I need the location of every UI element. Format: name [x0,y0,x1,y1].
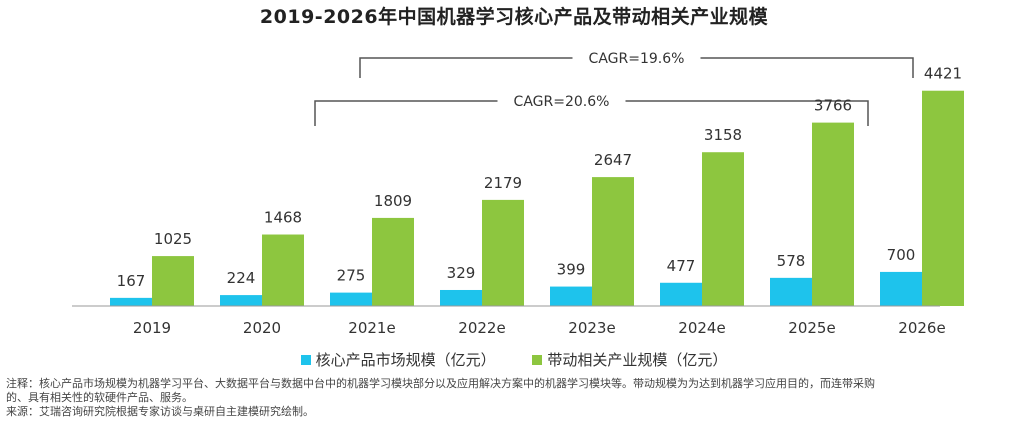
bar-series-group [110,90,964,306]
bar-core-2020 [220,295,262,306]
bar-core-2024e [660,282,702,306]
bar-core-2025e [770,277,812,306]
data-labels-group: 167 1025 224 1468 275 1809 329 2179 399 2647 477 31… [117,65,962,290]
bar-related-2020 [262,234,304,306]
cagr-label-0: CAGR=19.6% [589,51,685,67]
bar-related-2023e [592,177,634,306]
legend-label-related: 带动相关产业规模（亿元） [547,351,728,369]
x-tick-label-2020: 2020 [243,319,281,337]
legend-label-core: 核心产品市场规模（亿元） [315,351,496,369]
bar-related-2021e [372,217,414,306]
legend-swatch-core [300,354,311,365]
data-label-core-2020: 224 [227,269,256,287]
data-label-related-2020: 1468 [264,209,302,227]
data-label-core-2022e: 329 [447,264,476,282]
data-label-related-2024e: 3158 [704,126,742,144]
data-label-related-2025e: 3766 [814,97,852,115]
cagr-bracket-left-1 [314,100,498,126]
bar-core-2021e [330,292,372,306]
bar-related-2025e [812,122,854,306]
legend-swatch-related [532,354,543,365]
bar-related-2019 [152,256,194,306]
bar-core-2019 [110,297,152,306]
bar-core-2026e [880,271,922,306]
cagr-bracket-left-0 [359,57,573,78]
bar-chart: CAGR=19.6% CAGR=20.6% 167 1025 224 1468 275 18… [72,51,964,337]
data-label-core-2019: 167 [117,272,146,290]
x-tick-label-2023e: 2023e [568,319,615,337]
legend: 核心产品市场规模（亿元） 带动相关产业规模（亿元） [0,349,1028,370]
bar-core-2022e [440,289,482,306]
data-label-related-2019: 1025 [154,230,192,248]
data-label-related-2026e: 4421 [924,65,962,83]
data-label-related-2021e: 1809 [374,192,412,210]
bar-related-2026e [922,90,964,306]
cagr-annotations: CAGR=19.6% CAGR=20.6% [314,51,914,126]
bar-related-2024e [702,152,744,306]
cagr-bracket-right-0 [700,57,914,78]
bar-related-2022e [482,199,524,306]
x-tick-label-2021e: 2021e [348,319,395,337]
footnote: 注释：核心产品市场规模为机器学习平台、大数据平台与数据中台中的机器学习模块部分以… [6,377,1020,419]
note-line-1: 注释：核心产品市场规模为机器学习平台、大数据平台与数据中台中的机器学习模块部分以… [6,377,875,390]
legend-item-related: 带动相关产业规模（亿元） [532,349,727,370]
legend-item-core: 核心产品市场规模（亿元） [300,349,496,370]
note-line-2: 的、具有相关性的软硬件产品、服务。 [6,391,193,404]
x-tick-label-2025e: 2025e [788,319,835,337]
bar-core-2023e [550,286,592,306]
data-label-core-2026e: 700 [887,246,916,264]
data-label-related-2023e: 2647 [594,151,632,169]
data-label-core-2024e: 477 [667,257,696,275]
cagr-bracket-right-1 [625,100,869,126]
cagr-label-1: CAGR=20.6% [514,94,610,110]
chart-title: 2019-2026年中国机器学习核心产品及带动相关产业规模 [259,6,769,28]
source-line: 来源：艾瑞咨询研究院根据专家访谈与桌研自主建模研究绘制。 [6,405,314,418]
data-label-core-2023e: 399 [557,261,586,279]
x-tick-label-2024e: 2024e [678,319,725,337]
x-tick-label-2022e: 2022e [458,319,505,337]
x-tick-labels-group: 2019 2020 2021e 2022e 2023e 2024e 2025e 2026e [133,319,946,337]
x-tick-label-2019: 2019 [133,319,171,337]
data-label-related-2022e: 2179 [484,174,522,192]
x-tick-label-2026e: 2026e [898,319,945,337]
data-label-core-2021e: 275 [337,267,366,285]
data-label-core-2025e: 578 [777,252,806,270]
